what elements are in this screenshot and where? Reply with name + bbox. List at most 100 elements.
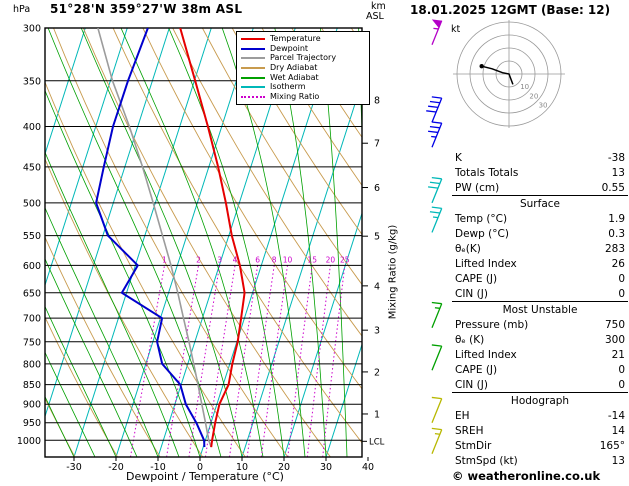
panel-section: Most Unstable Pressure (mb) 750 θₑ (K) 300 Li…	[452, 301, 628, 392]
panel-row-label: Lifted Index	[455, 257, 517, 270]
svg-text:400: 400	[23, 122, 41, 133]
svg-text:600: 600	[23, 261, 41, 272]
panel-row-label: CAPE (J)	[455, 363, 498, 376]
panel-row-label: CIN (J)	[455, 287, 488, 300]
svg-text:20: 20	[278, 462, 290, 473]
panel-row-value: 26	[611, 257, 625, 270]
panel-row-label: K	[455, 151, 462, 164]
svg-text:20: 20	[326, 255, 336, 264]
panel-row-value: 300	[604, 333, 625, 346]
panel-section-header: Most Unstable	[502, 303, 578, 316]
panel-row-value: 13	[611, 454, 625, 467]
legend-line-sample	[241, 86, 265, 89]
panel-section-header: Hodograph	[510, 394, 570, 407]
x-axis-label: Dewpoint / Temperature (°C)	[126, 470, 284, 483]
svg-text:6: 6	[255, 255, 260, 264]
svg-text:-10: -10	[150, 462, 166, 473]
panel-row: Temp (°C) 1.9	[452, 211, 628, 226]
svg-text:25: 25	[340, 255, 350, 264]
legend-item: Isotherm	[241, 83, 365, 92]
panel-row-value: 13	[611, 166, 625, 179]
svg-text:950: 950	[23, 418, 41, 429]
info-panel: K -38 Totals Totals 13 PW (cm) 0.55 Surface Tem…	[452, 150, 628, 468]
svg-text:4: 4	[233, 255, 238, 264]
panel-section: Surface Temp (°C) 1.9 Dewp (°C) 0.3 θₑ(K) 283 L…	[452, 195, 628, 301]
panel-row-label: CIN (J)	[455, 378, 488, 391]
temperature-axis: -30 -20 -10 0 10 20 30 40	[66, 457, 374, 473]
svg-text:20: 20	[529, 92, 538, 100]
panel-row: Pressure (mb) 750	[452, 317, 628, 332]
svg-text:30: 30	[539, 102, 548, 110]
panel-row: Dewp (°C) 0.3	[452, 226, 628, 241]
svg-text:10: 10	[283, 255, 293, 264]
hodograph-marker	[479, 63, 484, 69]
svg-text:4: 4	[374, 281, 380, 292]
svg-text:2: 2	[196, 255, 201, 264]
panel-row-label: θₑ(K)	[455, 242, 481, 255]
svg-text:850: 850	[23, 380, 41, 391]
copyright: © weatheronline.co.uk	[452, 469, 601, 483]
legend-item-label: Mixing Ratio	[270, 91, 320, 101]
legend-item: Mixing Ratio	[241, 91, 365, 102]
legend-item: Dry Adiabat	[241, 64, 365, 73]
svg-text:1000: 1000	[17, 436, 41, 447]
legend-line-sample	[241, 95, 265, 98]
mixing-ratio-lines	[130, 265, 346, 457]
svg-text:10: 10	[236, 462, 248, 473]
hodograph-trace	[481, 65, 514, 85]
panel-row-value: 1.9	[608, 212, 625, 225]
legend-item: Parcel Trajectory	[241, 54, 365, 63]
wind-barb	[431, 301, 443, 329]
parcel-trajectory-curve	[97, 28, 212, 448]
wind-barb	[429, 206, 443, 233]
altitude-axis-unit-asl: ASL	[366, 11, 384, 22]
wet-adiabat-lines	[45, 28, 362, 457]
svg-text:8: 8	[272, 255, 277, 264]
altitude-axis-unit-km: km	[371, 1, 386, 12]
wind-barb	[431, 427, 443, 454]
panel-row-label: SREH	[455, 424, 484, 437]
legend-line-sample	[241, 47, 265, 50]
panel-row-label: StmDir	[455, 439, 492, 452]
svg-text:750: 750	[23, 337, 41, 348]
legend-line-sample	[241, 76, 265, 79]
panel-row-label: θₑ (K)	[455, 333, 485, 346]
panel-row-label: Temp (°C)	[455, 212, 508, 225]
svg-text:350: 350	[23, 76, 41, 87]
panel-row-value: -14	[607, 409, 625, 422]
panel-row: SREH 14	[452, 423, 628, 438]
panel-row-value: 14	[611, 424, 625, 437]
panel-row-label: EH	[455, 409, 470, 422]
svg-text:650: 650	[23, 288, 41, 299]
legend-line-sample	[241, 57, 265, 60]
lcl-label: LCL	[369, 437, 385, 447]
wind-barb	[431, 344, 443, 371]
mixing-ratio-axis-label: Mixing Ratio (g/kg)	[387, 224, 399, 320]
pressure-gridlines: 300 350 400 450 500 550 600 650 700 750 800 850 900 9…	[17, 24, 362, 447]
plot-border	[44, 27, 363, 458]
panel-row-value: 0.3	[608, 227, 625, 240]
svg-text:15: 15	[307, 255, 317, 264]
svg-text:1: 1	[374, 409, 380, 420]
panel-row-label: Pressure (mb)	[455, 318, 529, 331]
legend-item: Temperature	[241, 35, 365, 44]
panel-row-label: CAPE (J)	[455, 272, 498, 285]
panel-row: CAPE (J) 0	[452, 362, 628, 377]
svg-text:500: 500	[23, 198, 41, 209]
svg-text:0: 0	[197, 462, 203, 473]
svg-text:-30: -30	[66, 462, 82, 473]
panel-row: CAPE (J) 0	[452, 271, 628, 286]
panel-row: Lifted Index 26	[452, 256, 628, 271]
panel-row: CIN (J) 0	[452, 377, 628, 392]
svg-text:700: 700	[23, 314, 41, 325]
svg-text:7: 7	[374, 139, 380, 150]
wind-barb	[428, 121, 443, 148]
wind-barb	[428, 176, 443, 204]
legend-line-sample	[241, 67, 265, 70]
svg-text:1: 1	[162, 255, 167, 264]
svg-text:800: 800	[23, 359, 41, 370]
wind-barbs	[426, 19, 443, 454]
panel-row-label: Totals Totals	[455, 166, 519, 179]
